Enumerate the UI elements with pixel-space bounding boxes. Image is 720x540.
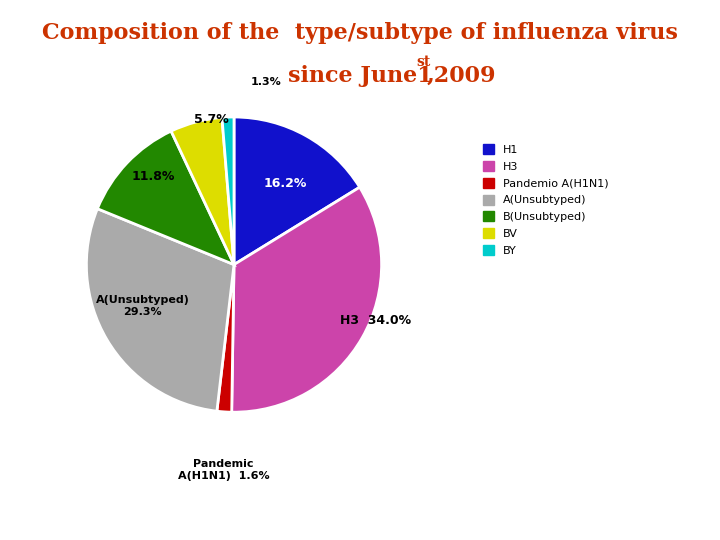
Wedge shape [232,187,382,412]
Wedge shape [171,118,234,265]
Text: Composition of the  type/subtype of influenza virus: Composition of the type/subtype of influ… [42,22,678,44]
Text: H3  34.0%: H3 34.0% [341,314,411,327]
Text: 11.8%: 11.8% [131,170,174,183]
Wedge shape [86,208,234,411]
Text: 5.7%: 5.7% [194,113,229,126]
Legend: H1, H3, Pandemio A(H1N1), A(Unsubtyped), B(Unsubtyped), BV, BY: H1, H3, Pandemio A(H1N1), A(Unsubtyped),… [480,140,611,259]
Text: A(Unsubtyped)
29.3%: A(Unsubtyped) 29.3% [96,295,189,317]
Text: st: st [416,55,431,69]
Text: 16.2%: 16.2% [264,177,307,190]
Text: Pandemic
A(H1N1)  1.6%: Pandemic A(H1N1) 1.6% [178,460,269,481]
Text: CHINESE CENTER FOR DISEASE CONTROL AND PREVENTION: CHINESE CENTER FOR DISEASE CONTROL AND P… [115,514,605,529]
Wedge shape [97,131,234,265]
Text: 1.3%: 1.3% [251,77,282,86]
Wedge shape [222,117,234,265]
Text: ,2009: ,2009 [427,65,497,87]
Wedge shape [234,117,360,265]
Text: since June1: since June1 [287,65,433,87]
Wedge shape [217,265,234,412]
